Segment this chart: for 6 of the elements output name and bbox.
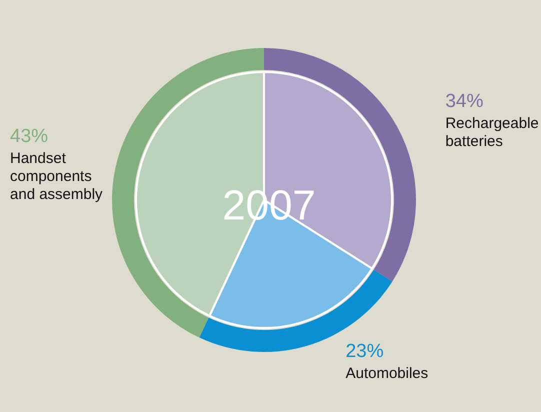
data-label: 23% [346,340,384,362]
slice-label: Handset components and assembly [10,150,104,204]
data-label: 43% [10,126,48,148]
slice-label: Rechargeable batteries [445,115,539,150]
slice-label: Automobiles [346,364,428,382]
data-label: 34% [445,91,484,112]
